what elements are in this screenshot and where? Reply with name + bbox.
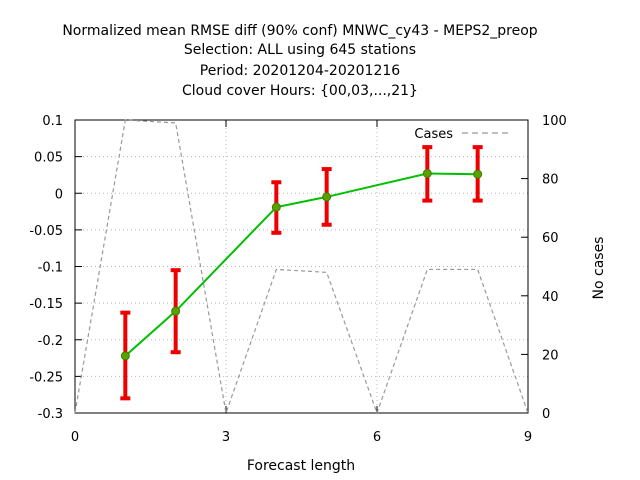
rmse-diff-series [120, 145, 483, 401]
y2-tick-label: 40 [542, 290, 559, 305]
title-line-3: Period: 20201204-20201216 [200, 63, 400, 79]
y-axis-left: 0.1 0.05 0 -0.05 -0.1 -0.15 -0.2 -0.25 -0.3 [29, 114, 82, 422]
x-axis-label: Forecast length [247, 458, 355, 474]
plot-border [74, 119, 529, 414]
plot-frame [74, 119, 529, 414]
legend-label-cases: Cases [414, 127, 453, 142]
data-point [271, 202, 281, 212]
title-line-1: Normalized mean RMSE diff (90% conf) MNW… [62, 23, 537, 39]
y-tick-label: 0 [55, 187, 63, 202]
data-point [120, 351, 130, 361]
x-tick-label: 6 [373, 430, 381, 445]
y-tick-label: -0.3 [38, 407, 63, 422]
x-axis: 0 3 6 9 [71, 120, 532, 445]
title-line-4: Cloud cover Hours: {00,03,...,21} [182, 83, 418, 99]
data-point [171, 306, 181, 316]
y-tick-label: 0.05 [34, 151, 63, 166]
y-tick-label: -0.2 [38, 334, 63, 349]
x-tick-label: 0 [71, 430, 79, 445]
data-point [322, 192, 332, 202]
grid [75, 120, 528, 413]
x-tick-label: 3 [222, 430, 230, 445]
data-point [473, 169, 483, 179]
y2-tick-label: 0 [542, 407, 550, 422]
cases-line [74, 119, 529, 416]
y2-tick-label: 20 [542, 348, 559, 363]
legend: Cases [414, 127, 512, 142]
cases-series [74, 119, 529, 416]
y-tick-label: -0.1 [38, 261, 63, 276]
y-tick-label: -0.15 [29, 297, 63, 312]
y2-tick-label: 80 [542, 173, 559, 188]
y2-tick-label: 100 [542, 114, 567, 129]
y-tick-label: -0.25 [29, 370, 63, 385]
data-point [422, 168, 432, 178]
title-line-2: Selection: ALL using 645 stations [184, 42, 416, 58]
y2-tick-label: 60 [542, 231, 559, 246]
chart-title: Normalized mean RMSE diff (90% conf) MNW… [62, 23, 537, 99]
rmse-diff-line [124, 172, 478, 357]
x-tick-label: 9 [524, 430, 532, 445]
y-axis-right: 100 80 60 40 20 0 [521, 114, 567, 422]
y-tick-label: 0.1 [42, 114, 63, 129]
y2-axis-label: No cases [591, 237, 607, 300]
y-tick-label: -0.05 [29, 224, 63, 239]
